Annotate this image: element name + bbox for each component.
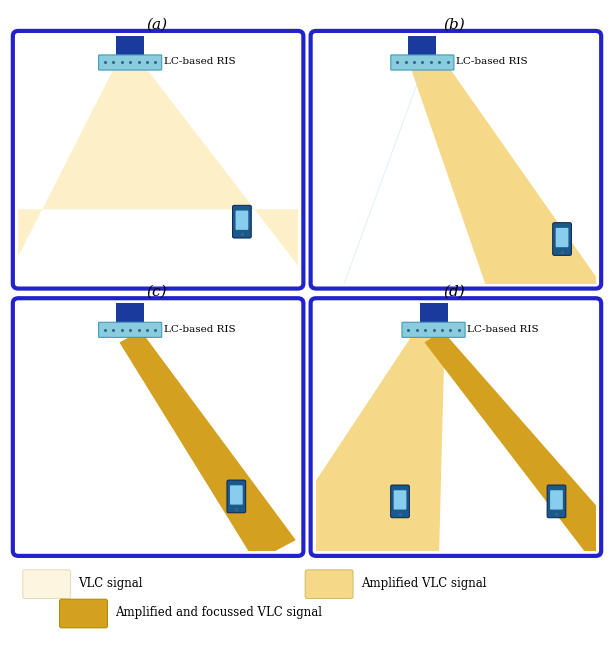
FancyBboxPatch shape — [236, 211, 248, 230]
Text: LC-based RIS: LC-based RIS — [456, 57, 527, 67]
Text: (a): (a) — [146, 18, 167, 31]
FancyBboxPatch shape — [394, 490, 406, 510]
Text: (b): (b) — [443, 18, 465, 31]
FancyBboxPatch shape — [402, 322, 465, 337]
Polygon shape — [119, 331, 296, 562]
FancyBboxPatch shape — [391, 485, 410, 518]
FancyBboxPatch shape — [419, 298, 448, 323]
Text: (d): (d) — [443, 285, 465, 299]
Text: LC-based RIS: LC-based RIS — [164, 57, 235, 67]
FancyBboxPatch shape — [227, 480, 246, 512]
FancyBboxPatch shape — [233, 205, 251, 238]
Polygon shape — [424, 331, 614, 562]
FancyBboxPatch shape — [391, 55, 454, 70]
Text: LC-based RIS: LC-based RIS — [164, 325, 235, 334]
FancyBboxPatch shape — [553, 223, 572, 256]
Polygon shape — [4, 69, 312, 284]
FancyBboxPatch shape — [99, 322, 161, 337]
FancyBboxPatch shape — [550, 490, 563, 510]
Text: LC-based RIS: LC-based RIS — [467, 325, 538, 334]
Polygon shape — [302, 336, 445, 551]
Text: Amplified VLC signal: Amplified VLC signal — [361, 577, 486, 590]
Text: Amplified and focussed VLC signal: Amplified and focussed VLC signal — [115, 606, 322, 619]
FancyBboxPatch shape — [116, 31, 144, 55]
FancyBboxPatch shape — [408, 31, 437, 55]
FancyBboxPatch shape — [99, 55, 161, 70]
Text: (c): (c) — [146, 285, 167, 299]
FancyBboxPatch shape — [556, 228, 569, 247]
Polygon shape — [411, 69, 610, 296]
FancyBboxPatch shape — [547, 485, 566, 518]
FancyBboxPatch shape — [116, 298, 144, 323]
Text: VLC signal: VLC signal — [79, 577, 143, 590]
FancyBboxPatch shape — [230, 485, 243, 505]
